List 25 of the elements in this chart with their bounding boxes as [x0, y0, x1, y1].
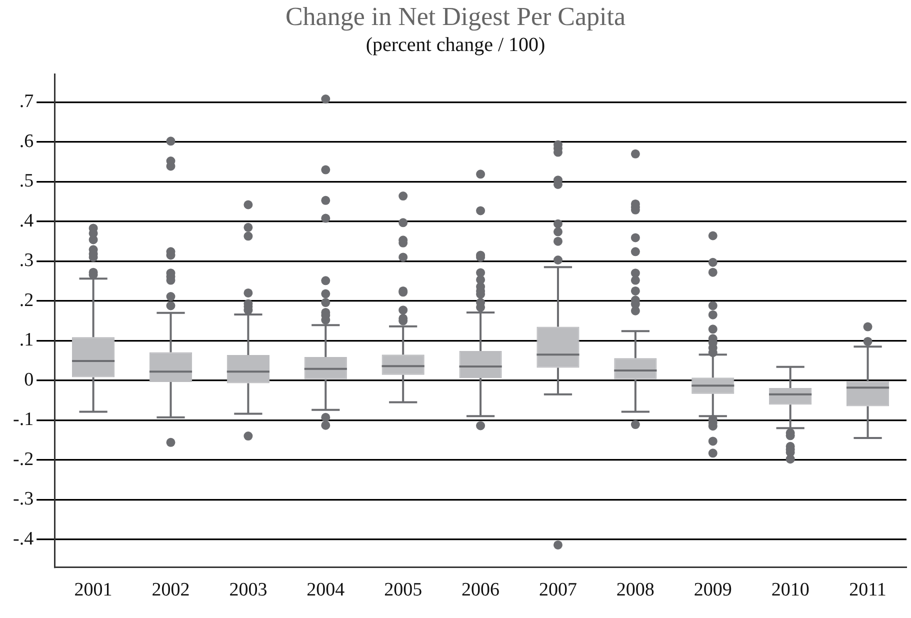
y-tick-label: 0	[24, 369, 34, 390]
chart-title: Change in Net Digest Per Capita	[284, 2, 627, 32]
x-tick-label: 2005	[384, 580, 422, 601]
y-tick-label: .3	[19, 250, 34, 272]
y-tick-label: -.4	[13, 528, 34, 550]
y-tick-label: -.2	[13, 448, 34, 470]
x-tick-label: 2003	[229, 580, 268, 601]
x-tick-label: 2002	[152, 580, 190, 601]
x-tick-label: 2007	[538, 580, 577, 601]
y-tick-label: -.1	[13, 409, 34, 430]
y-tick-label: .2	[19, 290, 34, 311]
y-tick-label: .5	[19, 170, 34, 192]
y-tick-label: .7	[19, 91, 34, 112]
x-tick-label: 2008	[616, 580, 654, 601]
x-tick-label: 2011	[849, 580, 886, 601]
chart-subtitle: (percent change / 100)	[364, 34, 546, 57]
y-tick-label: .6	[19, 130, 34, 152]
x-tick-label: 2006	[462, 580, 500, 601]
x-tick-label: 2009	[694, 580, 732, 601]
x-tick-label: 2001	[74, 580, 112, 601]
y-tick-label: -.3	[13, 488, 34, 510]
x-tick-label: 2004	[306, 580, 346, 601]
x-tick-label: 2010	[771, 580, 810, 601]
y-tick-label: .4	[19, 210, 34, 232]
y-tick-label: .1	[19, 330, 34, 351]
